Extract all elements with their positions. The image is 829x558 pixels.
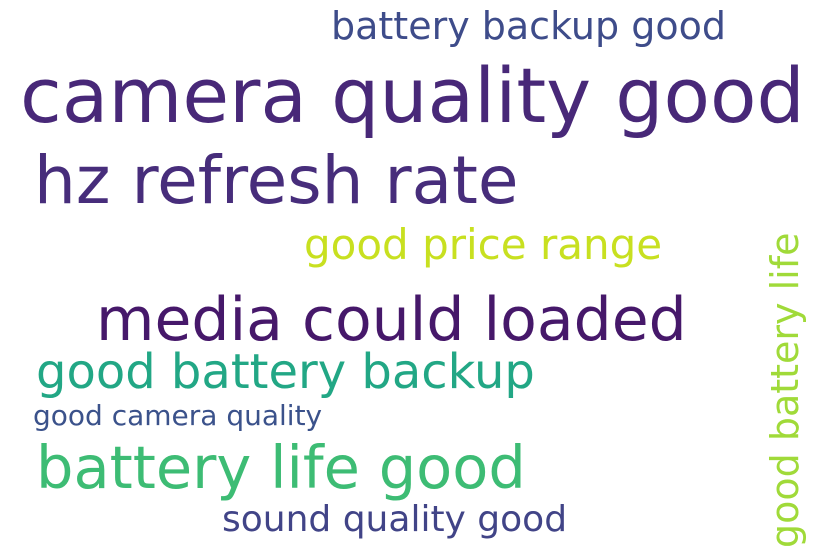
word-good-price-range: good price range [304,220,663,269]
word-good-camera-quality: good camera quality [33,399,323,432]
word-battery-life-good: battery life good [36,433,526,502]
word-battery-backup-good: battery backup good [331,4,726,48]
word-good-battery-backup: good battery backup [36,344,535,400]
word-sound-quality-good: sound quality good [222,499,568,540]
word-camera-quality-good: camera quality good [20,51,805,140]
word-hz-refresh-rate: hz refresh rate [34,142,519,219]
word-media-could-loaded: media could loaded [96,285,687,355]
word-good-battery-life: good battery life [763,232,807,548]
